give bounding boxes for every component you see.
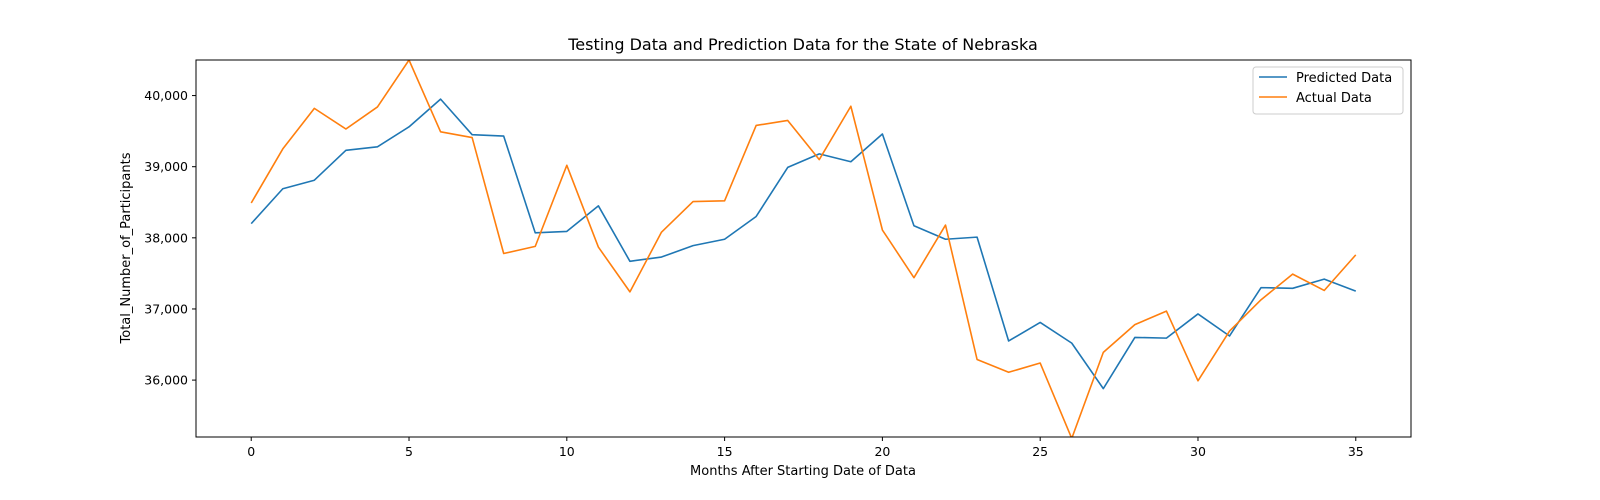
y-tick-label: 39,000 — [144, 159, 188, 174]
x-tick-label: 30 — [1190, 444, 1206, 459]
x-tick-label: 20 — [874, 444, 890, 459]
y-tick-label: 38,000 — [144, 230, 188, 245]
y-axis-label: Total_Number_of_Participants — [119, 152, 134, 344]
plot-area — [195, 59, 1412, 438]
legend-box — [1252, 66, 1404, 115]
x-axis-label: Months After Starting Date of Data — [690, 464, 916, 479]
y-tick-label: 37,000 — [144, 301, 188, 316]
x-tick-label: 10 — [559, 444, 575, 459]
series-line-2 — [250, 60, 1357, 437]
legend-entry: Actual Data — [1296, 91, 1372, 106]
x-tick-label: 35 — [1348, 444, 1364, 459]
series-line-1 — [250, 98, 1357, 390]
legend-entry: Predicted Data — [1296, 71, 1392, 86]
x-tick-label: 0 — [247, 444, 255, 459]
x-tick-label: 25 — [1032, 444, 1048, 459]
y-tick-label: 36,000 — [144, 373, 188, 388]
legend: Predicted Data Actual Data — [1252, 66, 1404, 115]
plot-frame — [195, 59, 1412, 438]
x-axis: 0 5 10 15 20 25 30 35 — [247, 437, 1364, 459]
x-tick-label: 5 — [405, 444, 413, 459]
x-tick-label: 15 — [717, 444, 733, 459]
y-axis: 36,000 37,000 38,000 39,000 40,000 — [144, 88, 196, 388]
chart-title: Testing Data and Prediction Data for the… — [567, 35, 1038, 54]
y-tick-label: 40,000 — [144, 88, 188, 103]
